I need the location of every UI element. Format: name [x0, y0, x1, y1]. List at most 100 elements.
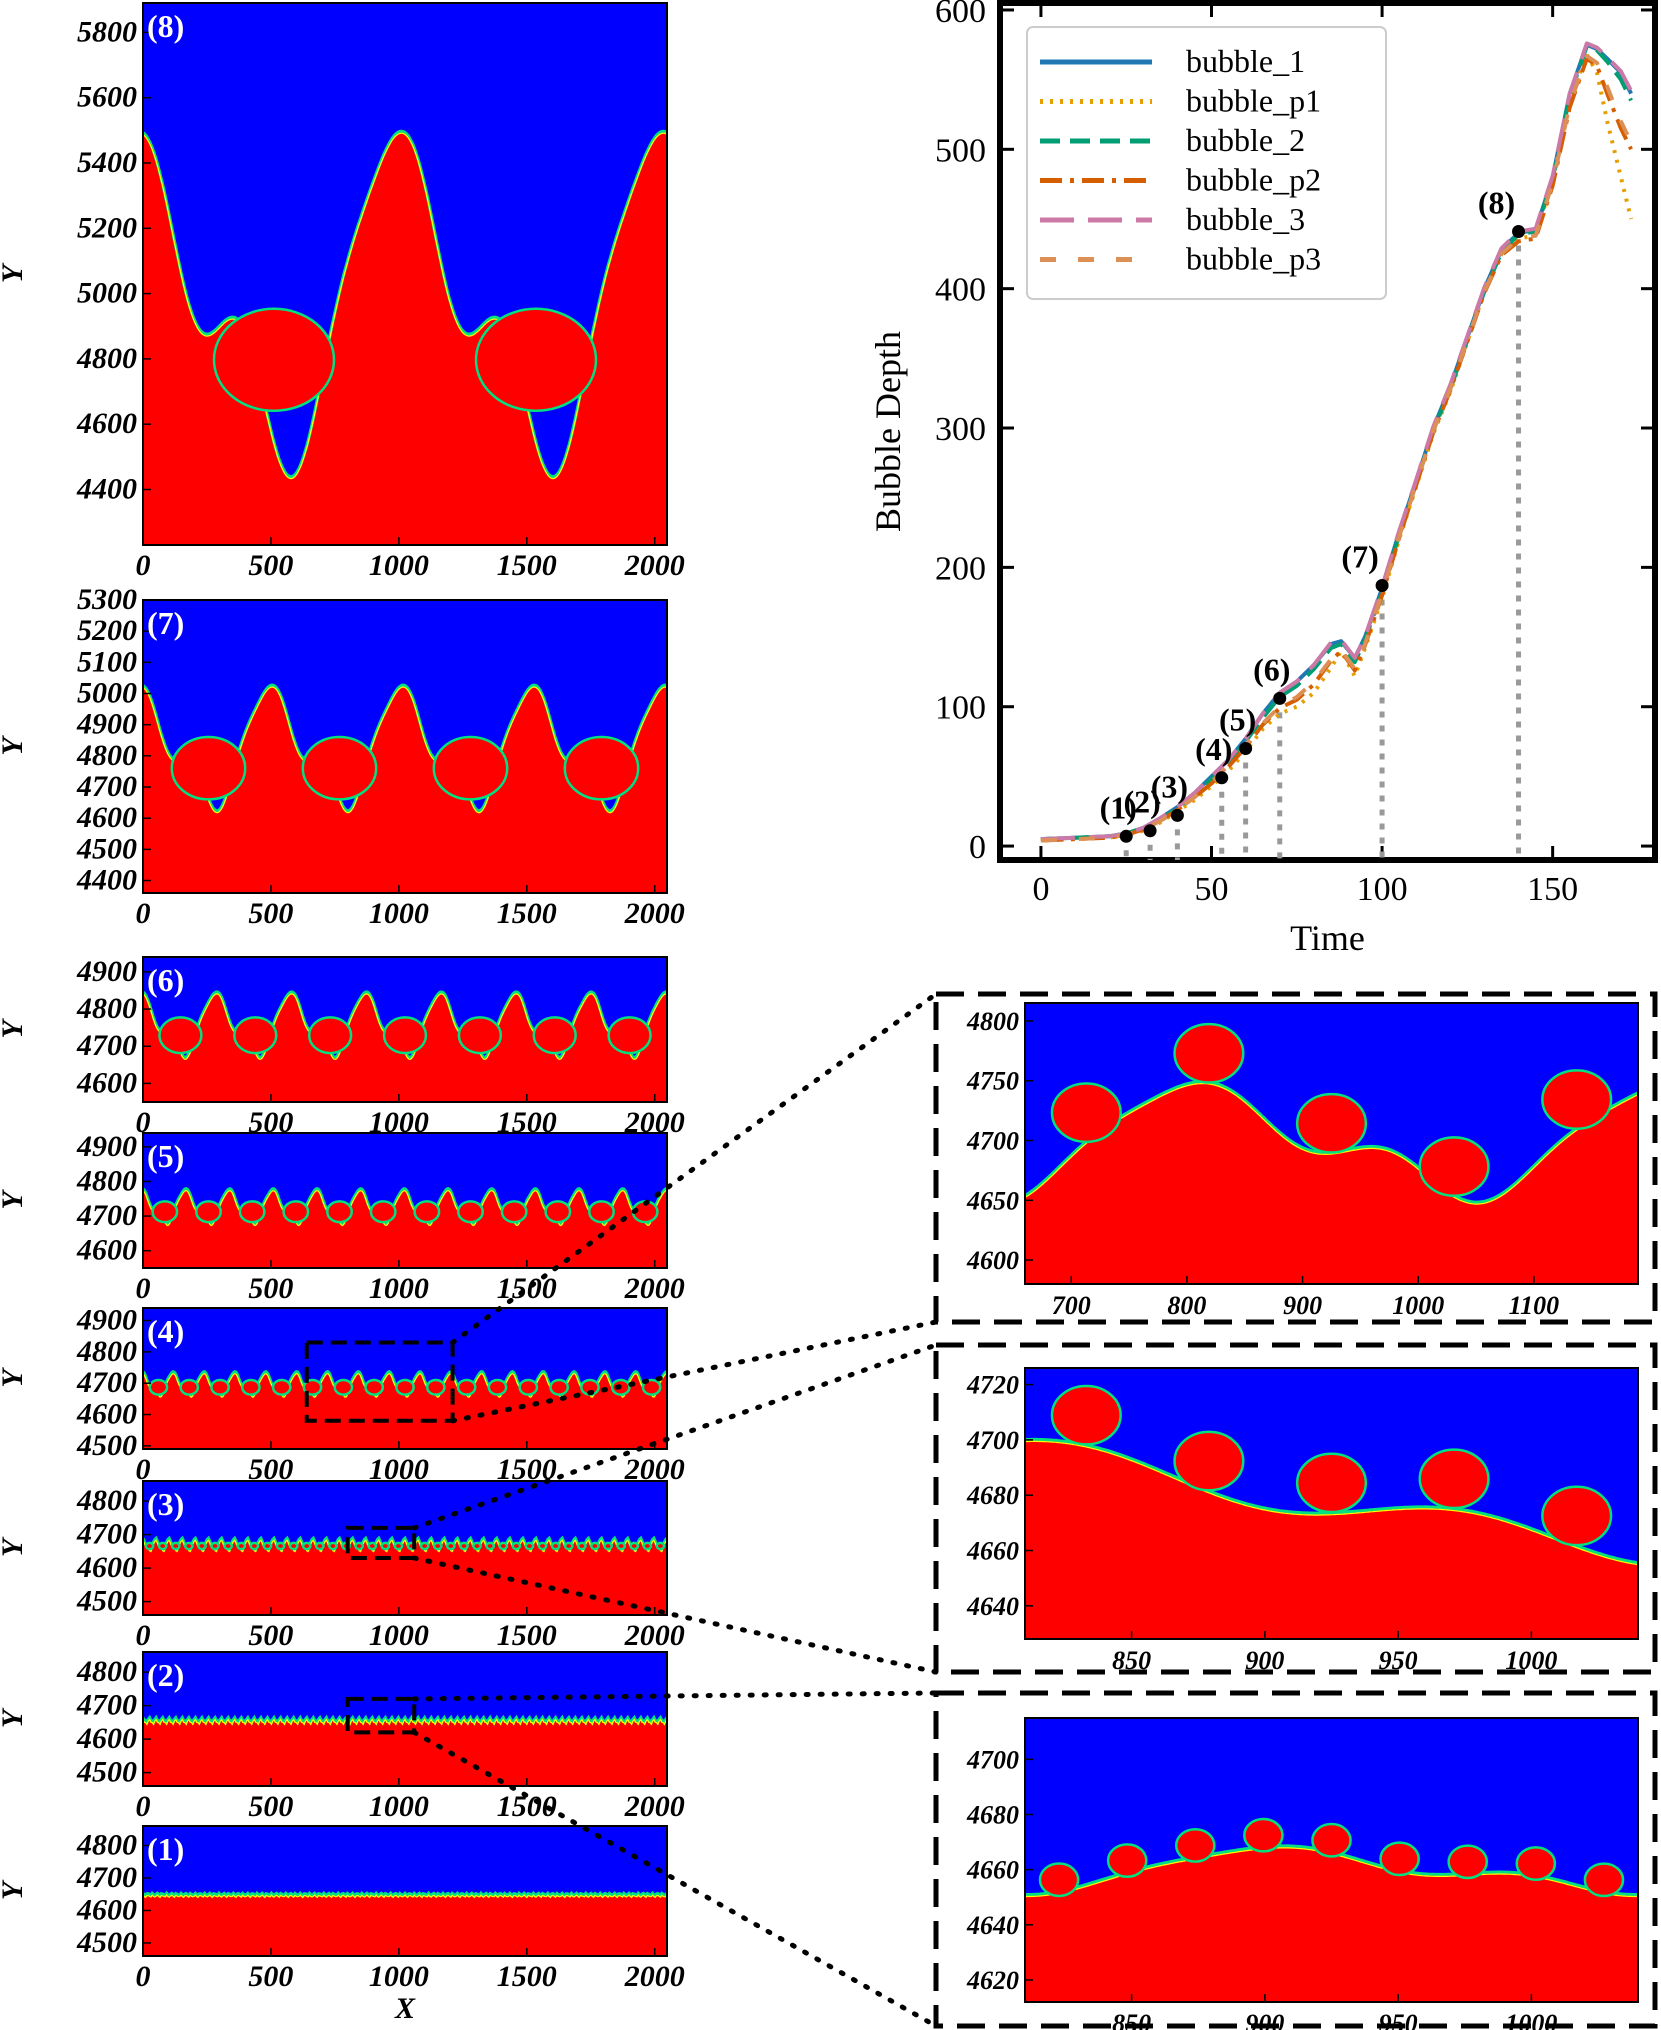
interface-line — [143, 1186, 667, 1226]
zoom_3: 850 900 950 1000 4640 4660 4680 4700 4720 — [966, 1367, 1639, 1675]
time-marker — [1215, 771, 1229, 785]
time-marker — [1143, 824, 1157, 838]
bubble-cap — [1050, 1082, 1122, 1144]
x-tick-label: 150 — [1527, 871, 1578, 908]
bubble-cap — [563, 735, 640, 801]
bubble-cap — [1418, 1448, 1490, 1510]
y-tick-label: 5000 — [77, 277, 137, 310]
bubble-cap — [549, 1378, 569, 1396]
x-tick-label: 500 — [248, 1272, 293, 1305]
panel-frame — [142, 1651, 668, 1787]
bubble-cap — [301, 1541, 312, 1551]
interface-line — [143, 1890, 667, 1898]
time-marker — [1170, 808, 1184, 822]
panel-label: (5) — [147, 1138, 184, 1174]
y-tick-label: 4660 — [966, 1856, 1019, 1885]
bubble-cap — [1174, 1827, 1216, 1863]
y-tick-label: 5100 — [77, 645, 137, 678]
bubble-cap — [1038, 1862, 1080, 1898]
x-tick-label: 50 — [1195, 871, 1229, 908]
panel_7: 0 500 1000 1500 2000 440045004600470048004900… — [0, 583, 685, 930]
y-tick-label: 4900 — [76, 1130, 137, 1163]
y-tick-label: 4400 — [76, 472, 137, 505]
zoom_2: 850 900 950 1000 4620 4640 4660 4680 4700 — [966, 1717, 1639, 2030]
bubble-cap — [148, 1378, 169, 1396]
y-tick-label: 100 — [935, 690, 986, 727]
bubble-cap — [487, 1378, 508, 1396]
x-tick-label: 0 — [136, 1619, 151, 1652]
bubble-cap — [233, 1016, 278, 1055]
x-tick-label: 900 — [1245, 1646, 1284, 1675]
y-axis-label: Y — [0, 1536, 29, 1557]
bubble-cap — [262, 1541, 273, 1551]
bubble-cap — [524, 1541, 535, 1551]
bubble-cap — [241, 1378, 261, 1396]
y-tick-label: 4660 — [966, 1537, 1019, 1566]
bubble-cap — [354, 1541, 365, 1551]
y-tick-label: 4720 — [966, 1371, 1019, 1400]
bubble-cap — [1106, 1843, 1148, 1878]
bubble-cap — [603, 1541, 613, 1551]
y-tick-label: 5400 — [77, 146, 137, 179]
y-tick-label: 4700 — [966, 1426, 1019, 1455]
panel-label: (4) — [147, 1313, 184, 1349]
x-tick-label: 1000 — [1505, 1646, 1557, 1675]
y-tick-label: 4800 — [76, 1829, 137, 1862]
bubble-cap — [563, 1541, 574, 1551]
bubble-cap — [1541, 1485, 1613, 1547]
y-tick-label: 4800 — [76, 1164, 137, 1197]
bubble-cap — [655, 1541, 666, 1551]
bubble-cap — [158, 1016, 203, 1055]
y-tick-label: 4600 — [966, 1246, 1019, 1275]
bubble-cap — [314, 1541, 325, 1551]
y-tick-label: 4600 — [76, 1234, 137, 1267]
y-tick-label: 4900 — [76, 1304, 137, 1337]
y-tick-label: 5200 — [77, 614, 137, 647]
y-tick-label: 4750 — [966, 1067, 1019, 1096]
x-tick-label: 1000 — [369, 897, 429, 930]
y-tick-label: 400 — [935, 272, 986, 309]
panel-label: (7) — [147, 605, 184, 641]
x-tick-label: 1500 — [497, 1272, 557, 1305]
light-fluid-region — [143, 991, 667, 1102]
bubble-cap — [364, 1378, 385, 1396]
bubble-depth-chart: 0 50 100 150 0 100 200 300 400 500 600 Time Bubble D… — [868, 0, 1658, 958]
bubble-cap — [367, 1541, 378, 1551]
bubble-cap — [1311, 1822, 1352, 1858]
y-axis-label: Bubble Depth — [868, 331, 908, 532]
y-tick-label: 4600 — [76, 1894, 137, 1927]
y-tick-label: 4600 — [76, 1722, 137, 1755]
x-tick-label: 2000 — [624, 1619, 685, 1652]
x-tick-label: 800 — [1167, 1291, 1206, 1320]
time-marker — [1119, 829, 1133, 843]
connector-line — [450, 1319, 939, 1424]
y-tick-label: 4700 — [966, 1745, 1019, 1774]
panel-frame — [142, 1825, 668, 1957]
x-tick-label: 500 — [248, 1619, 293, 1652]
bubble-cap — [550, 1541, 561, 1551]
connector-line — [411, 1555, 939, 1675]
light-fluid-region — [143, 1893, 667, 1956]
x-tick-label: 1000 — [369, 549, 429, 582]
x-tick-label: 0 — [136, 1790, 151, 1823]
bubble-cap — [500, 1200, 528, 1224]
x-tick-label: 1500 — [497, 897, 557, 930]
bubble-cap — [641, 1378, 662, 1396]
x-tick-label: 500 — [248, 549, 293, 582]
bubble-cap — [275, 1541, 286, 1551]
y-tick-label: 4800 — [76, 992, 137, 1025]
bubble-cap — [183, 1541, 194, 1551]
x-tick-label: 950 — [1379, 2009, 1418, 2030]
x-tick-label: 500 — [248, 1790, 293, 1823]
bubble-cap — [307, 1016, 353, 1055]
time-marker-label: (5) — [1219, 702, 1256, 738]
y-tick-label: 4800 — [76, 1655, 137, 1688]
connector-line — [450, 991, 939, 1345]
bubble-cap — [326, 1200, 353, 1224]
interface-line — [143, 1714, 667, 1726]
bubble-cap — [1447, 1844, 1489, 1880]
